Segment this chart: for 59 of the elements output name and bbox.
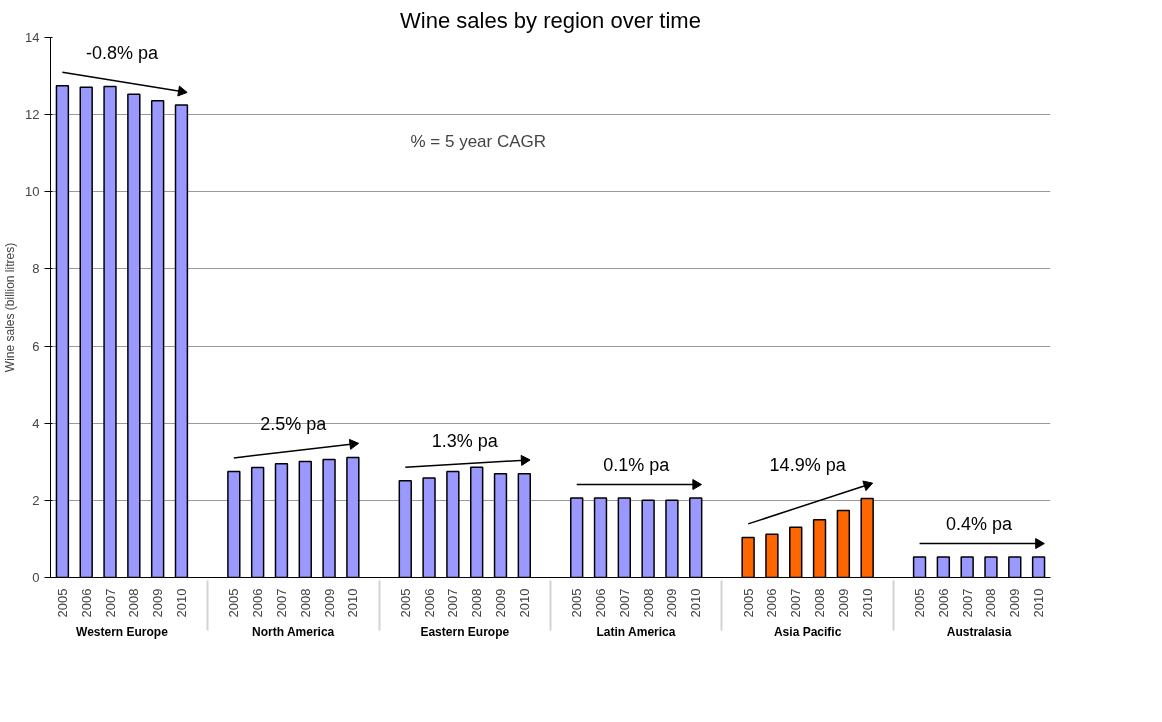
y-tick-label: 4 bbox=[32, 415, 40, 431]
text: 2010 bbox=[516, 588, 532, 618]
text: 2006 bbox=[250, 588, 266, 618]
y-tick-label: 2 bbox=[32, 492, 40, 508]
text: 2005 bbox=[54, 588, 70, 618]
text: 2010 bbox=[173, 588, 189, 618]
text: 2008 bbox=[469, 588, 485, 618]
text: 2006 bbox=[78, 588, 94, 618]
text: 2005 bbox=[569, 588, 585, 618]
text: 2010 bbox=[859, 588, 875, 618]
annotation: 14.9% pa bbox=[769, 455, 847, 476]
annotation: 0.4% pa bbox=[946, 513, 1014, 534]
annotation: 0.1% pa bbox=[603, 454, 671, 475]
text: 2009 bbox=[1007, 588, 1023, 618]
x-tick-label: Latin America bbox=[596, 625, 676, 640]
text: 2009 bbox=[321, 588, 337, 618]
text: 2009 bbox=[664, 588, 680, 618]
text: 2006 bbox=[421, 588, 437, 618]
text: 2009 bbox=[150, 588, 166, 618]
y-tick-label: 0 bbox=[32, 570, 40, 585]
y-tick-label: 14 bbox=[25, 30, 40, 45]
annotation: 2.5% pa bbox=[260, 414, 328, 435]
text: 2008 bbox=[812, 588, 828, 618]
text: 2007 bbox=[616, 588, 632, 618]
y-axis-title: Wine sales (billion litres) bbox=[3, 242, 18, 373]
text: 2007 bbox=[788, 588, 804, 618]
x-tick-label: Eastern Europe bbox=[420, 625, 510, 640]
text: 2008 bbox=[126, 588, 142, 618]
text: 2010 bbox=[345, 588, 361, 618]
x-tick-label: North America bbox=[252, 625, 335, 640]
text: 2008 bbox=[983, 588, 999, 618]
text: 2005 bbox=[912, 588, 928, 618]
y-tick-label: 10 bbox=[25, 184, 40, 200]
text: 2006 bbox=[935, 588, 951, 618]
text: 2007 bbox=[102, 588, 118, 618]
y-tick-label: 6 bbox=[32, 338, 40, 354]
text: 2008 bbox=[297, 588, 313, 618]
chart-title: Wine sales by region over time bbox=[400, 7, 701, 33]
text: 2007 bbox=[273, 588, 289, 618]
annotation: % = 5 year CAGR bbox=[410, 131, 547, 151]
x-tick-label: Asia Pacific bbox=[773, 625, 842, 640]
annotation: -0.8% pa bbox=[85, 42, 159, 63]
y-tick-label: 8 bbox=[32, 261, 40, 277]
annotation: 1.3% pa bbox=[431, 430, 499, 451]
text: 2008 bbox=[640, 588, 656, 618]
text: 2007 bbox=[959, 588, 975, 618]
text: 2010 bbox=[688, 588, 704, 618]
text: 2010 bbox=[1031, 588, 1047, 618]
text: 2009 bbox=[835, 588, 851, 618]
x-tick-label: Western Europe bbox=[76, 625, 169, 640]
text: 2005 bbox=[226, 588, 242, 618]
y-tick-label: 12 bbox=[25, 107, 40, 123]
text: 2006 bbox=[593, 588, 608, 618]
text: 2006 bbox=[764, 588, 780, 618]
text: 2009 bbox=[493, 588, 508, 618]
text: 2005 bbox=[397, 588, 413, 618]
x-tick-label: Australasia bbox=[946, 625, 1012, 640]
text: 2007 bbox=[445, 588, 461, 618]
text: 2005 bbox=[740, 588, 756, 618]
